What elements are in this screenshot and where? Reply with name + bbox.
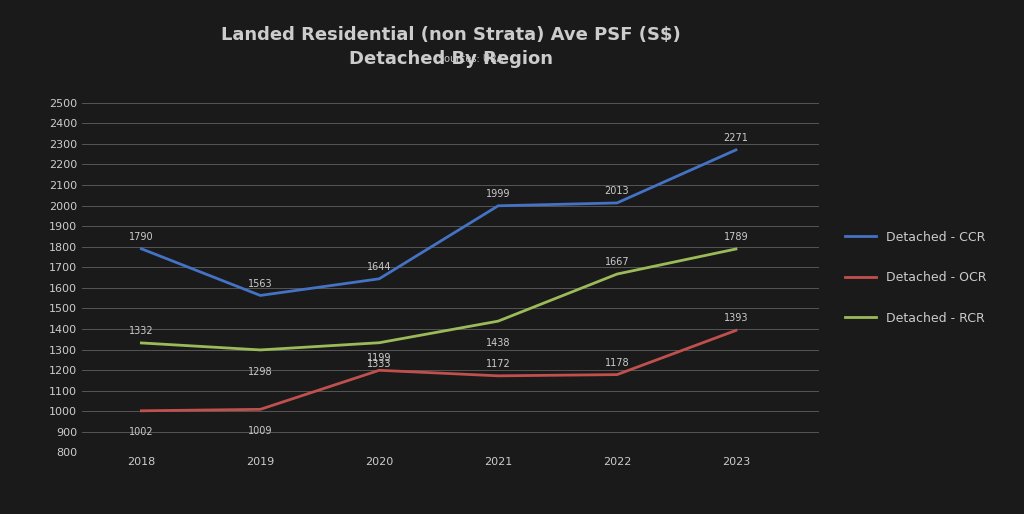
- Line: Detached - CCR: Detached - CCR: [141, 150, 736, 296]
- Detached - OCR: [492, 373, 504, 379]
- Text: 1667: 1667: [605, 257, 630, 267]
- Title: Landed Residential (non Strata) Ave PSF (S$)
Detached By Region: Landed Residential (non Strata) Ave PSF …: [221, 26, 680, 68]
- Text: 1438: 1438: [485, 338, 510, 348]
- Text: 1790: 1790: [129, 232, 154, 242]
- Detached - RCR: [254, 347, 266, 353]
- Text: 1393: 1393: [724, 314, 749, 323]
- Text: 1002: 1002: [129, 428, 154, 437]
- Detached - CCR: [254, 292, 266, 299]
- Text: 1009: 1009: [248, 426, 272, 436]
- Text: 1999: 1999: [485, 189, 510, 199]
- Text: 1563: 1563: [248, 279, 272, 288]
- Detached - OCR: [373, 367, 385, 373]
- Detached - OCR: [254, 406, 266, 412]
- Detached - CCR: [730, 147, 742, 153]
- Text: 1789: 1789: [724, 232, 749, 242]
- Detached - RCR: [492, 318, 504, 324]
- Line: Detached - RCR: Detached - RCR: [141, 249, 736, 350]
- Text: Sources: URA: Sources: URA: [438, 54, 504, 64]
- Detached - RCR: [135, 340, 147, 346]
- Text: 1298: 1298: [248, 366, 272, 377]
- Text: 2013: 2013: [605, 186, 630, 196]
- Text: 1332: 1332: [129, 326, 154, 336]
- Text: 2271: 2271: [724, 133, 749, 143]
- Text: 1333: 1333: [367, 359, 391, 370]
- Detached - CCR: [373, 276, 385, 282]
- Detached - CCR: [135, 246, 147, 252]
- Text: 1644: 1644: [367, 262, 391, 272]
- Detached - RCR: [730, 246, 742, 252]
- Text: 1178: 1178: [605, 358, 630, 368]
- Detached - OCR: [135, 408, 147, 414]
- Detached - RCR: [373, 340, 385, 346]
- Detached - CCR: [611, 200, 624, 206]
- Detached - RCR: [611, 271, 624, 277]
- Legend: Detached - CCR, Detached - OCR, Detached - RCR: Detached - CCR, Detached - OCR, Detached…: [841, 226, 992, 329]
- Detached - OCR: [730, 327, 742, 334]
- Text: 1199: 1199: [367, 353, 391, 363]
- Line: Detached - OCR: Detached - OCR: [141, 331, 736, 411]
- Detached - OCR: [611, 372, 624, 378]
- Text: 1172: 1172: [485, 359, 511, 369]
- Detached - CCR: [492, 203, 504, 209]
